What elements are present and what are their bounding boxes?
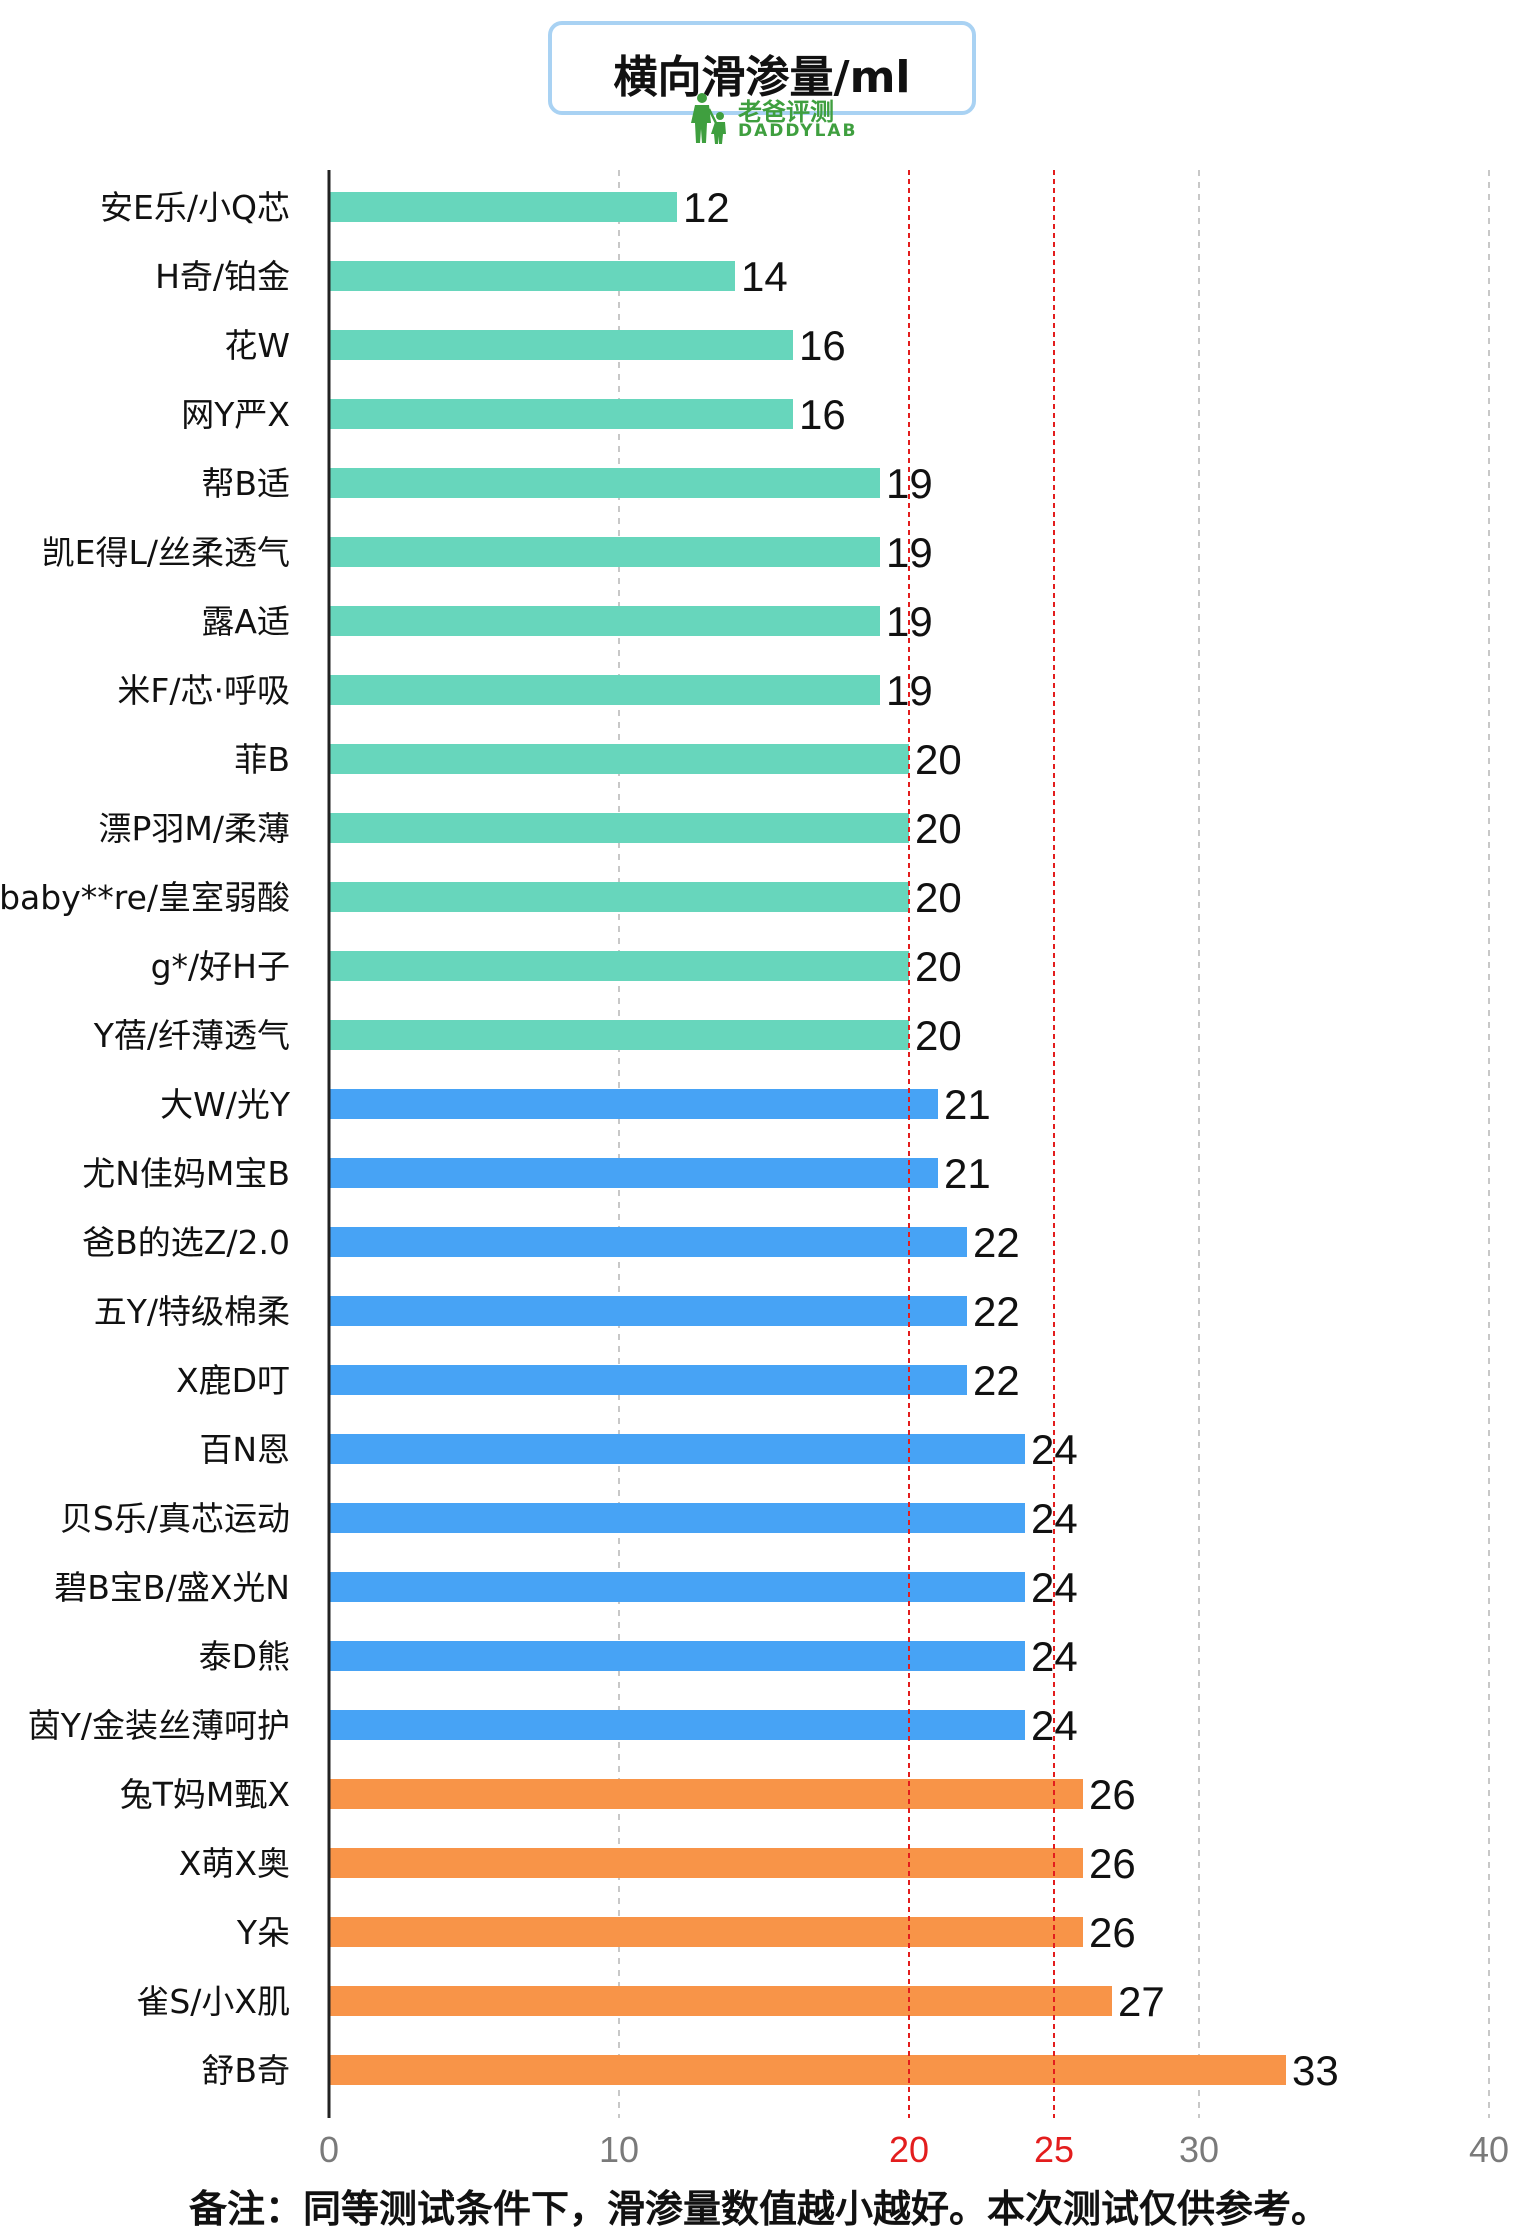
bar	[329, 1089, 938, 1119]
chart-title-box: 横向滑渗量/ml	[548, 21, 976, 115]
bar	[329, 399, 793, 429]
category-label: 米F/芯·呼吸	[117, 671, 290, 710]
bar	[329, 537, 880, 567]
x-tick-label: 30	[1179, 2129, 1219, 2170]
logo-text-en: DADDYLAB	[738, 121, 858, 141]
category-label: 露A适	[201, 602, 290, 641]
data-label: 22	[973, 1219, 1020, 1266]
category-label: 漂P羽M/柔薄	[99, 809, 291, 848]
logo-text-cn: 老爸评测	[738, 98, 834, 126]
bar	[329, 744, 909, 774]
data-label: 12	[683, 184, 730, 231]
bar	[329, 261, 735, 291]
data-label: 16	[799, 391, 846, 438]
category-label: 爸B的选Z/2.0	[82, 1223, 290, 1262]
bar	[329, 1020, 909, 1050]
data-label: 21	[944, 1150, 991, 1197]
x-tick-label: 40	[1469, 2129, 1509, 2170]
bar	[329, 1986, 1112, 2016]
category-label: 花W	[224, 326, 290, 365]
category-label: 泰D熊	[199, 1637, 290, 1676]
data-label: 26	[1089, 1771, 1136, 1818]
data-label: 20	[915, 874, 962, 921]
category-label: 大W/光Y	[160, 1085, 291, 1124]
data-label: 21	[944, 1081, 991, 1128]
category-label: 贝S乐/真芯运动	[60, 1499, 290, 1538]
bar	[329, 813, 909, 843]
bar	[329, 1917, 1083, 1947]
x-tick-label: 20	[889, 2129, 929, 2170]
category-label: 碧B宝B/盛X光N	[54, 1568, 290, 1607]
x-tick-label: 0	[319, 2129, 339, 2170]
data-label: 20	[915, 1012, 962, 1059]
bar	[329, 192, 677, 222]
bar	[329, 951, 909, 981]
data-label: 26	[1089, 1840, 1136, 1887]
category-label: Y朵	[236, 1913, 290, 1952]
category-label: Y蓓/纤薄透气	[93, 1016, 290, 1055]
data-label: 20	[915, 943, 962, 990]
bar	[329, 1296, 967, 1326]
data-label: 22	[973, 1357, 1020, 1404]
category-label: 舒B奇	[201, 2051, 290, 2090]
footnote: 备注：同等测试条件下，滑渗量数值越小越好。本次测试仅供参考。	[188, 2187, 1329, 2231]
x-tick-label: 10	[599, 2129, 639, 2170]
category-label: 菲B	[234, 740, 290, 779]
data-label: 14	[741, 253, 788, 300]
category-label: X萌X奥	[179, 1844, 290, 1883]
bar	[329, 330, 793, 360]
category-label: 兔T妈M甄X	[120, 1775, 290, 1814]
category-label: 茵Y/金装丝薄呵护	[28, 1706, 290, 1745]
bar	[329, 1365, 967, 1395]
bar	[329, 1779, 1083, 1809]
category-label: 百N恩	[199, 1430, 290, 1469]
category-label: 安E乐/小Q芯	[100, 188, 290, 227]
category-label: H奇/铂金	[155, 257, 290, 296]
bar	[329, 1434, 1025, 1464]
category-label: 凯E得L/丝柔透气	[42, 533, 290, 572]
bar	[329, 1503, 1025, 1533]
category-label: X鹿D叮	[176, 1361, 290, 1400]
bar	[329, 1710, 1025, 1740]
data-label: 22	[973, 1288, 1020, 1335]
bar	[329, 468, 880, 498]
bar	[329, 1158, 938, 1188]
category-label: 五Y/特级棉柔	[94, 1292, 290, 1331]
bar	[329, 606, 880, 636]
category-label: 尤N佳妈M宝B	[82, 1154, 290, 1193]
category-label: g*/好H子	[151, 947, 290, 986]
data-label: 16	[799, 322, 846, 369]
bar	[329, 1572, 1025, 1602]
bar	[329, 1641, 1025, 1671]
bar	[329, 1227, 967, 1257]
data-label: 33	[1292, 2047, 1339, 2094]
category-label: 帮B适	[201, 464, 290, 503]
daddylab-logo: 老爸评测 DADDYLAB	[686, 92, 856, 146]
data-label: 26	[1089, 1909, 1136, 1956]
bar	[329, 675, 880, 705]
category-label: 网Y严X	[181, 395, 290, 434]
chart-title: 横向滑渗量/ml	[613, 52, 911, 103]
data-label: 27	[1118, 1978, 1165, 2025]
bar	[329, 1848, 1083, 1878]
x-tick-label: 25	[1034, 2129, 1074, 2170]
bar	[329, 882, 909, 912]
bar	[329, 2055, 1286, 2085]
category-label: baby**re/皇室弱酸	[0, 878, 290, 917]
parent-child-icon	[691, 93, 726, 144]
data-label: 20	[915, 736, 962, 783]
category-label: 雀S/小X肌	[136, 1982, 290, 2021]
data-label: 20	[915, 805, 962, 852]
